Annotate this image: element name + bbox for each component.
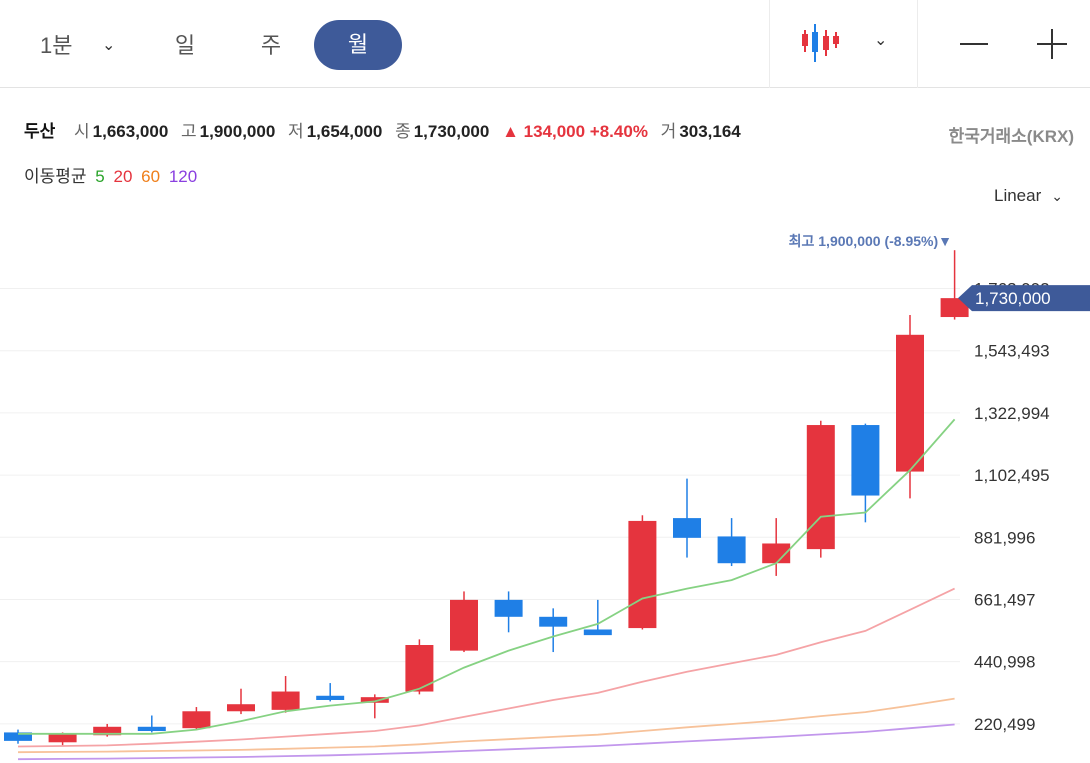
candle-body — [851, 425, 880, 496]
close-label: 종 — [395, 122, 411, 141]
candle-body — [360, 697, 389, 703]
candle-body — [450, 599, 478, 651]
scale-label: Linear — [994, 186, 1042, 205]
candle-body — [539, 616, 568, 627]
ma5-line — [18, 418, 956, 735]
stock-name: 두산 — [24, 122, 56, 141]
candle-body — [227, 704, 255, 712]
chevron-down-icon: ⌄ — [1051, 188, 1063, 204]
ma-legend-120[interactable]: 120 — [168, 167, 198, 186]
scale-dropdown[interactable]: Linear ⌄ — [994, 186, 1063, 206]
change-value: ▲ 134,000 +8.40% — [502, 122, 648, 141]
candle-body — [628, 520, 657, 629]
candle-body — [896, 334, 924, 472]
ma-legend-60[interactable]: 60 — [141, 167, 161, 186]
y-tick-label: 1,102,495 — [974, 466, 1050, 485]
zoom-in-icon[interactable] — [1032, 24, 1072, 64]
candle-body — [717, 536, 746, 564]
low-label: 저 — [288, 122, 304, 141]
low-value: 1,654,000 — [306, 122, 383, 141]
volume-value: 303,164 — [679, 122, 741, 141]
price-info: 두산 시 1,663,000 고 1,900,000 저 1,654,000 종 1,7… — [24, 118, 749, 146]
period-dropdown[interactable]: 1분 ⌄ — [40, 22, 130, 70]
candle-body — [48, 733, 77, 743]
candle-body — [673, 518, 701, 538]
chevron-down-icon: ⌄ — [102, 37, 116, 54]
y-tick-label: 881,996 — [974, 528, 1035, 547]
candlestick-type-icon[interactable] — [800, 24, 842, 64]
high-value: 1,900,000 — [199, 122, 276, 141]
ma20-line — [17, 587, 955, 748]
chart-type-chevron-icon[interactable]: ⌄ — [874, 32, 888, 49]
tab-day[interactable]: 일 — [174, 33, 196, 58]
candle-body — [316, 695, 345, 700]
toolbar: 1분 ⌄ 일 주 월 ⌄ — [0, 0, 1090, 88]
y-tick-label: 440,998 — [974, 653, 1035, 672]
open-label: 시 — [74, 122, 90, 141]
tab-month[interactable]: 월 — [314, 20, 402, 70]
candle-body — [940, 298, 969, 318]
ma-legend-5[interactable]: 5 — [95, 167, 105, 186]
exchange-name: 한국거래소(KRX) — [948, 127, 1074, 146]
volume-label: 거 — [660, 122, 677, 141]
candle-body — [762, 543, 791, 564]
ma-legend-label: 이동평균 — [24, 167, 87, 186]
candle-body — [182, 711, 211, 729]
open-value: 1,663,000 — [92, 122, 169, 141]
y-tick-label: 1,543,493 — [974, 342, 1050, 361]
ma120-line — [17, 723, 955, 761]
zoom-out-icon[interactable] — [956, 24, 992, 64]
candle-body — [583, 629, 612, 636]
candle-body — [806, 425, 835, 550]
period-label: 1분 — [40, 33, 73, 58]
last-price-label: 1,730,000 — [975, 289, 1051, 308]
last-price-tag — [958, 285, 1090, 312]
high-annotation: 최고 1,900,000 (-8.95%)▼ — [789, 233, 952, 249]
tab-week[interactable]: 주 — [260, 33, 282, 58]
candle-body — [93, 726, 122, 736]
high-label: 고 — [181, 122, 197, 141]
candle-body — [4, 732, 32, 741]
y-tick-label: 220,499 — [974, 715, 1035, 734]
close-value: 1,730,000 — [413, 122, 490, 141]
ma-legend: 이동평균 5 20 60 120 — [24, 162, 197, 187]
y-tick-label: 661,497 — [974, 590, 1035, 609]
divider — [917, 0, 918, 88]
ma-legend-20[interactable]: 20 — [113, 167, 133, 186]
ma60-line — [17, 697, 955, 754]
candle-body — [271, 691, 300, 710]
y-tick-label: 1,322,994 — [974, 404, 1050, 423]
candle-body — [494, 599, 523, 617]
divider — [769, 0, 770, 88]
candle-body — [137, 726, 166, 732]
